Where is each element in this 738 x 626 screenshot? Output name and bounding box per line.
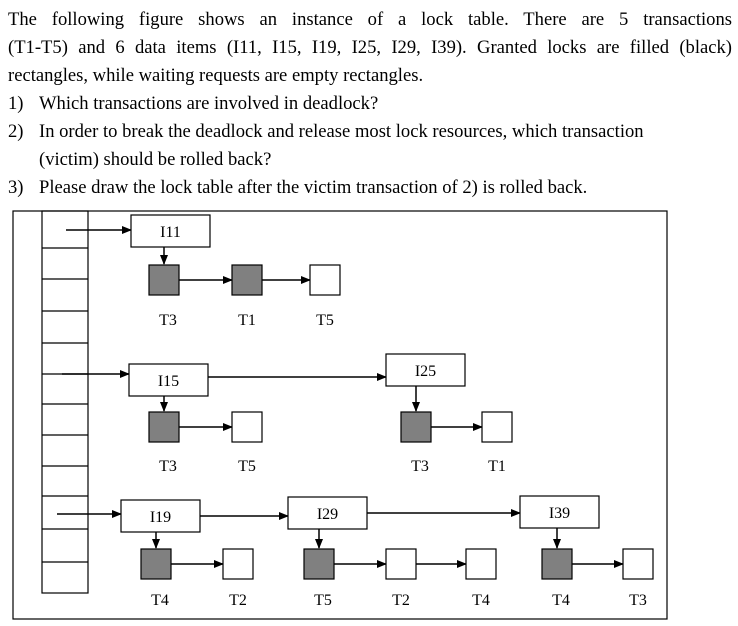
data-item-label: I25 — [415, 363, 436, 380]
transaction-label: T5 — [238, 458, 256, 475]
hash-bucket-column — [41, 210, 89, 594]
waiting-request-box — [465, 548, 497, 580]
question-2: 2) In order to break the deadlock and re… — [8, 118, 732, 146]
data-item-box — [120, 499, 201, 533]
transaction-label: T3 — [629, 592, 647, 609]
question-text: In order to break the deadlock and relea… — [39, 121, 644, 142]
question-list: 1) Which transactions are involved in de… — [8, 90, 732, 202]
waiting-request-box — [222, 548, 254, 580]
data-item-box — [287, 496, 368, 530]
question-text: (victim) should be rolled back? — [39, 149, 272, 170]
data-item-box — [519, 495, 600, 529]
transaction-label: T4 — [552, 592, 570, 609]
granted-lock-box — [231, 264, 263, 296]
granted-lock-box — [400, 411, 432, 443]
question-1: 1) Which transactions are involved in de… — [8, 90, 732, 118]
granted-lock-box — [140, 548, 172, 580]
transaction-label: T3 — [159, 312, 177, 329]
waiting-request-box — [309, 264, 341, 296]
transaction-label: T4 — [151, 592, 169, 609]
transaction-label: T2 — [392, 592, 410, 609]
question-number: 1) — [8, 93, 24, 114]
problem-statement: The following figure shows an instance o… — [8, 6, 732, 90]
intro-line-2: (T1-T5) and 6 data items (I11, I15, I19,… — [8, 37, 732, 58]
transaction-label: T1 — [238, 312, 256, 329]
data-item-box — [385, 353, 466, 387]
intro-line-1: The following figure shows an instance o… — [8, 9, 732, 30]
question-text: Which transactions are involved in deadl… — [39, 93, 379, 114]
question-number: 3) — [8, 177, 24, 198]
transaction-label: T1 — [488, 458, 506, 475]
data-item-box — [130, 214, 211, 248]
question-text: Please draw the lock table after the vic… — [39, 177, 588, 198]
question-2-continued: (victim) should be rolled back? — [8, 146, 732, 174]
waiting-request-box — [481, 411, 513, 443]
granted-lock-box — [541, 548, 573, 580]
transaction-label: T2 — [229, 592, 247, 609]
question-3: 3) Please draw the lock table after the … — [8, 174, 732, 202]
granted-lock-box — [148, 264, 180, 296]
transaction-label: T4 — [472, 592, 490, 609]
granted-lock-box — [303, 548, 335, 580]
granted-lock-box — [148, 411, 180, 443]
figure-frame — [12, 210, 668, 620]
transaction-label: T3 — [159, 458, 177, 475]
data-item-label: I39 — [549, 505, 570, 522]
transaction-label: T5 — [316, 312, 334, 329]
waiting-request-box — [231, 411, 263, 443]
data-item-label: I15 — [158, 373, 179, 390]
transaction-label: T3 — [411, 458, 429, 475]
transaction-label: T5 — [314, 592, 332, 609]
waiting-request-box — [385, 548, 417, 580]
data-item-label: I11 — [160, 224, 181, 241]
data-item-label: I19 — [150, 509, 171, 526]
question-number: 2) — [8, 121, 24, 142]
data-item-box — [128, 363, 209, 397]
data-item-label: I29 — [317, 506, 338, 523]
waiting-request-box — [622, 548, 654, 580]
intro-line-3: rectangles, while waiting requests are e… — [8, 65, 424, 86]
